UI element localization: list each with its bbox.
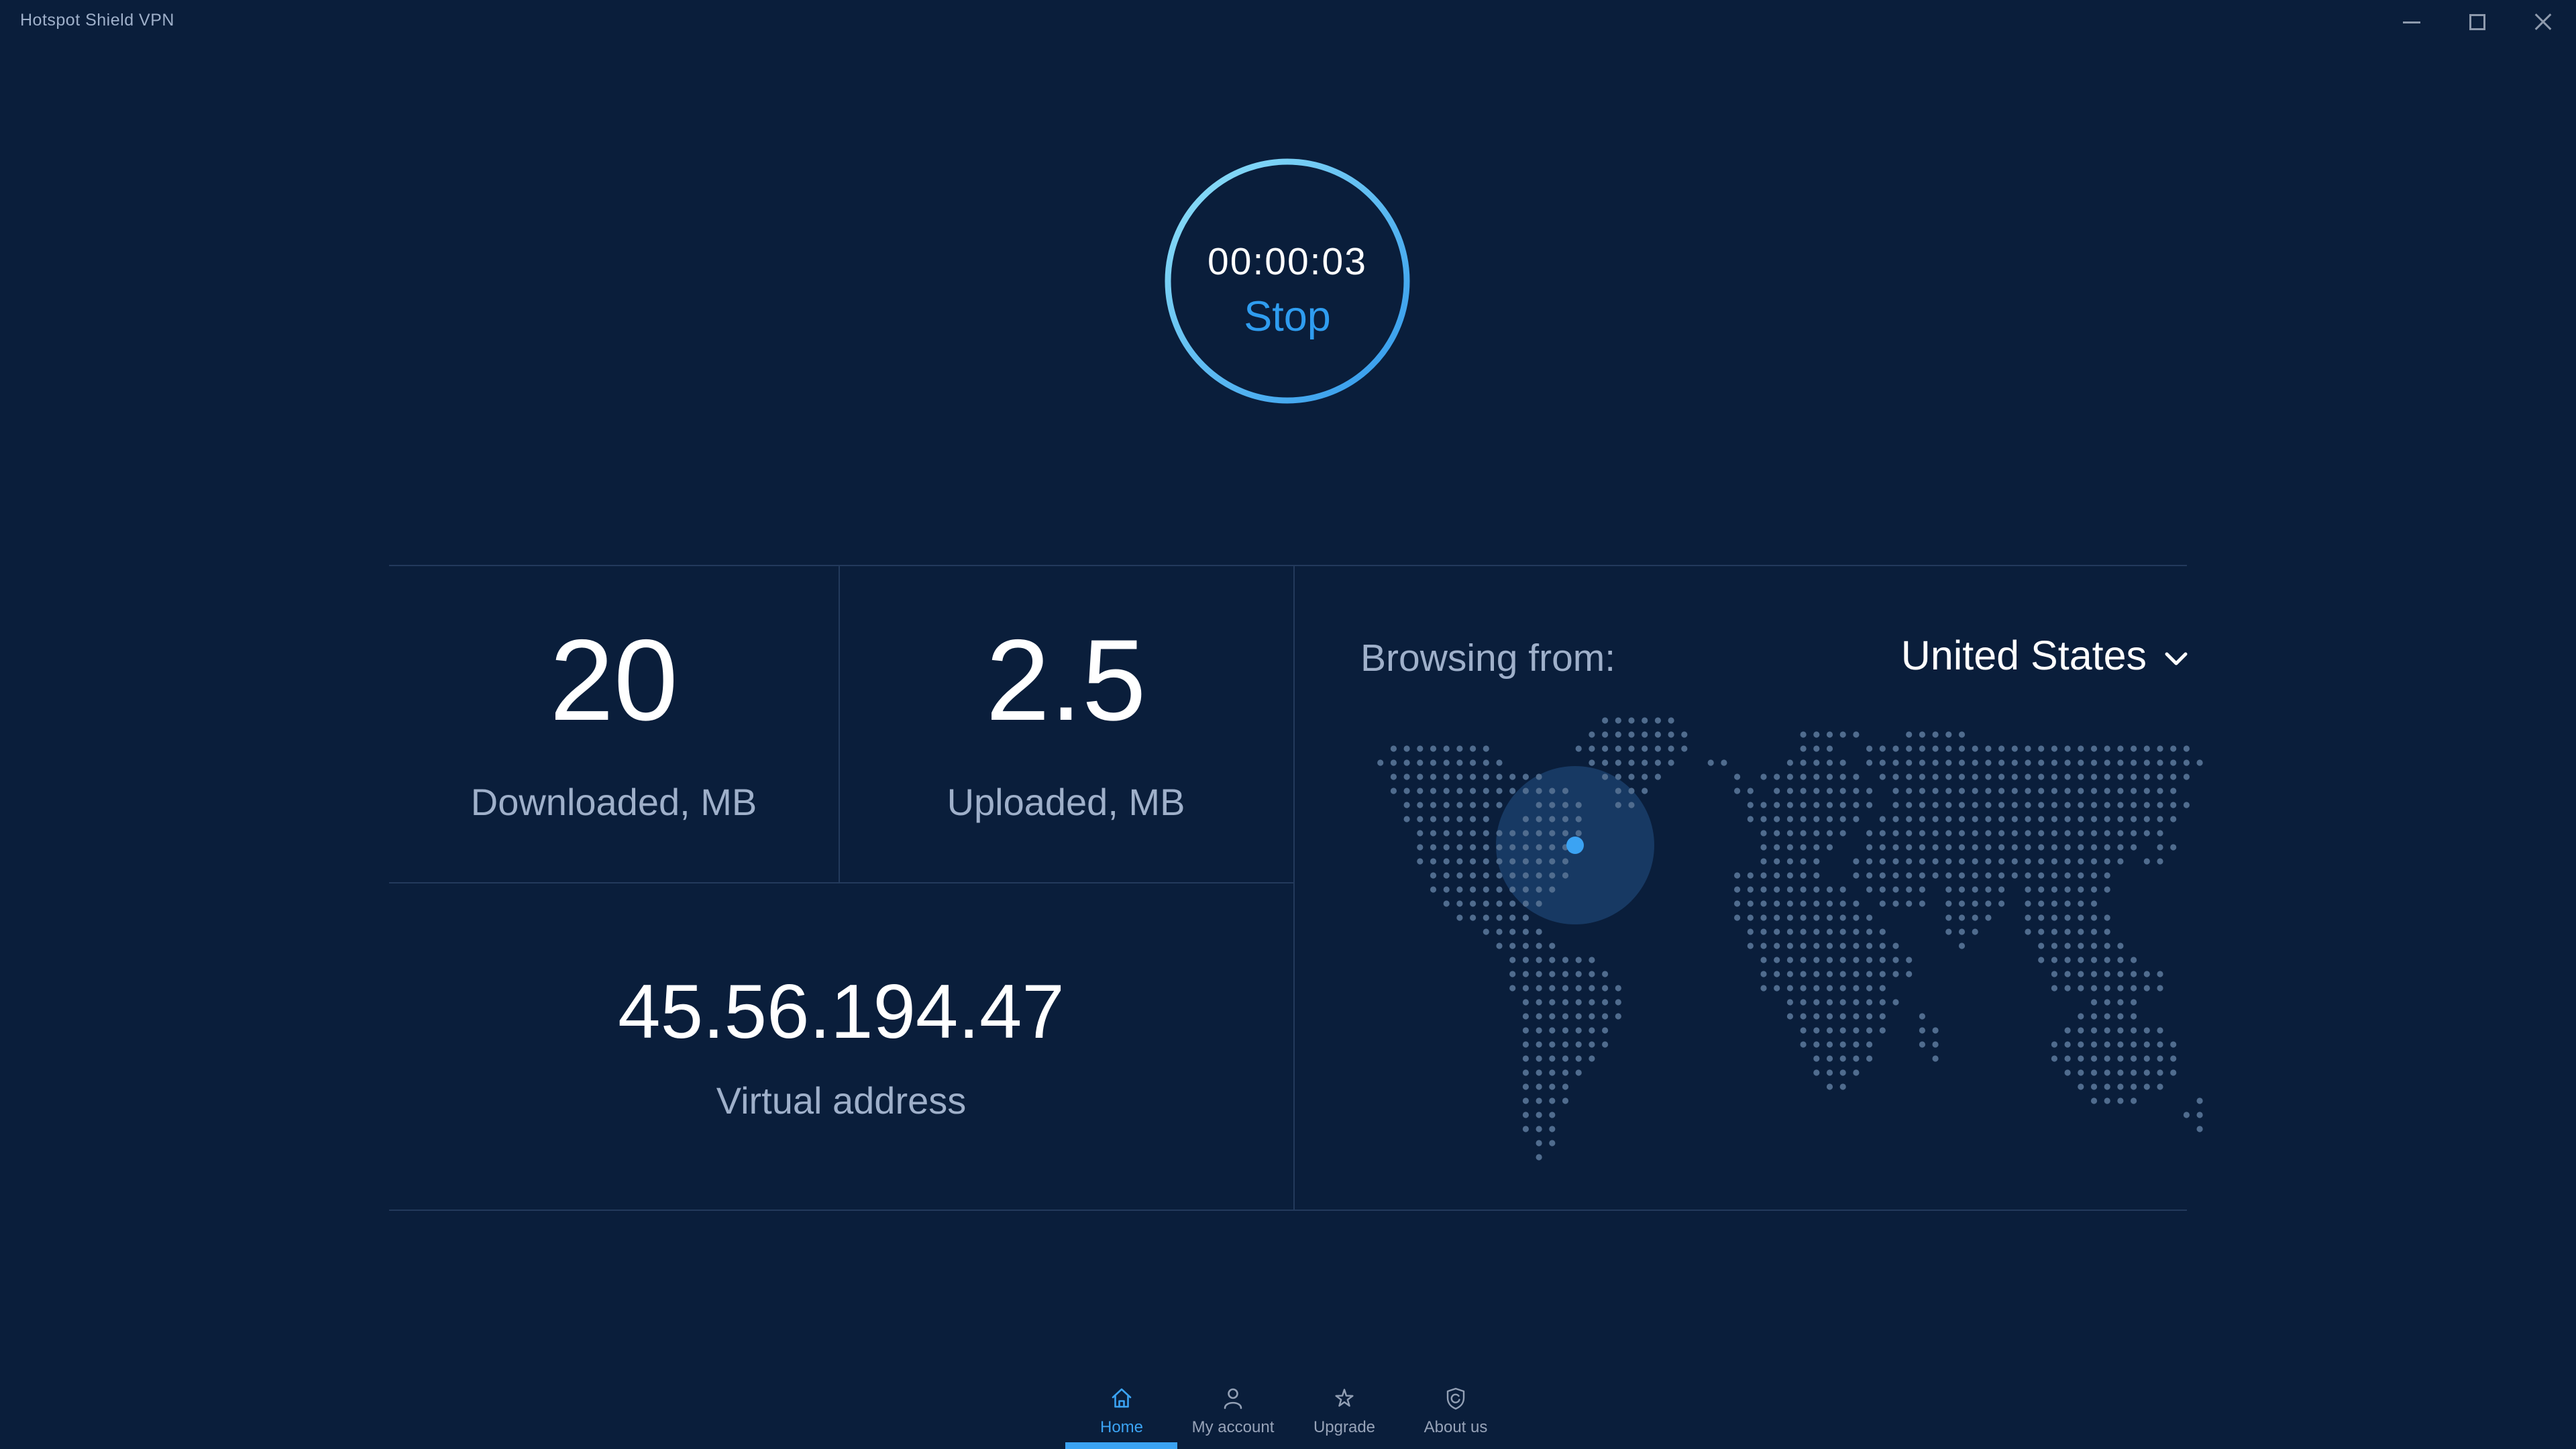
world-map-dots: [1377, 717, 2203, 1161]
nav-item-home[interactable]: Home: [1066, 1382, 1177, 1437]
home-icon: [1107, 1382, 1136, 1413]
selected-location: United States: [1900, 633, 2147, 678]
location-marker: [1566, 837, 1584, 854]
active-nav-indicator: [1065, 1442, 1177, 1449]
uploaded-label: Uploaded, MB: [947, 781, 1185, 823]
divider-middle: [389, 882, 1293, 883]
maximize-button[interactable]: [2445, 0, 2510, 44]
close-icon: [2534, 13, 2553, 32]
virtual-address-value: 45.56.194.47: [618, 969, 1065, 1055]
close-button[interactable]: [2510, 0, 2576, 44]
location-selector[interactable]: United States: [1901, 632, 2188, 679]
world-map: [1360, 714, 2211, 1170]
maximize-icon: [2469, 14, 2485, 30]
minimize-icon: [2403, 21, 2420, 23]
divider-vertical-map: [1293, 565, 1295, 1210]
browsing-from-label: Browsing from:: [1360, 637, 1616, 680]
window-controls: [2379, 0, 2576, 44]
nav-label-upgrade: Upgrade: [1313, 1418, 1376, 1436]
divider-top: [389, 565, 2187, 566]
divider-vertical-stats: [839, 565, 840, 882]
minimize-button[interactable]: [2379, 0, 2445, 44]
nav-item-about-us[interactable]: About us: [1400, 1382, 1511, 1437]
downloaded-value: 20: [549, 616, 678, 745]
nav-label-home: Home: [1099, 1418, 1144, 1436]
chevron-down-icon: [2165, 652, 2188, 665]
window-title: Hotspot Shield VPN: [20, 11, 174, 30]
bottom-nav: Home My account Upgrade About us: [1066, 1382, 1511, 1437]
connection-timer: 00:00:03: [1208, 240, 1367, 283]
divider-bottom: [389, 1210, 2187, 1211]
user-icon: [1218, 1382, 1248, 1413]
nav-label-my-account: My account: [1191, 1418, 1275, 1436]
downloaded-label: Downloaded, MB: [470, 781, 757, 823]
virtual-address-label: Virtual address: [716, 1079, 967, 1122]
connection-ring[interactable]: 00:00:03 Stop: [1163, 156, 1412, 406]
nav-label-about-us: About us: [1424, 1418, 1488, 1436]
ring-gradient-circle: [1165, 158, 1410, 404]
stop-button[interactable]: Stop: [1244, 293, 1331, 340]
shield-icon: [1441, 1382, 1470, 1413]
nav-item-my-account[interactable]: My account: [1177, 1382, 1289, 1437]
uploaded-value: 2.5: [985, 616, 1146, 745]
nav-item-upgrade[interactable]: Upgrade: [1289, 1382, 1400, 1437]
star-icon: [1330, 1382, 1359, 1413]
